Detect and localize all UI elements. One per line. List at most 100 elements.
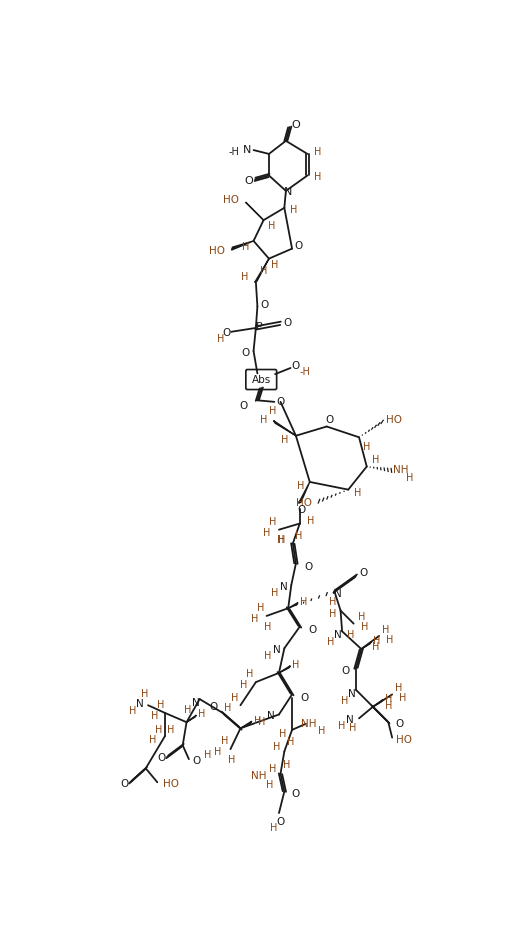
Text: O: O <box>209 701 218 712</box>
Text: H: H <box>399 694 407 703</box>
Text: NH: NH <box>251 772 267 781</box>
Text: H: H <box>266 779 273 790</box>
Text: N: N <box>273 644 280 655</box>
Text: HO: HO <box>163 779 179 789</box>
Text: H: H <box>229 754 236 765</box>
Polygon shape <box>240 721 252 728</box>
Text: H: H <box>184 705 192 715</box>
Text: H: H <box>273 742 280 752</box>
Text: N: N <box>334 630 342 641</box>
Text: H: H <box>271 260 279 270</box>
Text: H: H <box>257 604 264 613</box>
Polygon shape <box>279 666 290 673</box>
Text: N: N <box>333 589 342 600</box>
Text: H: H <box>259 717 266 727</box>
Text: O: O <box>297 506 305 515</box>
Text: O: O <box>242 347 250 358</box>
Text: H: H <box>263 528 270 538</box>
Text: H: H <box>385 701 393 711</box>
Text: H: H <box>358 612 365 623</box>
Text: O: O <box>244 176 253 186</box>
Text: H: H <box>250 614 258 624</box>
Text: H: H <box>231 693 238 702</box>
Text: H: H <box>287 737 294 747</box>
Text: H: H <box>149 735 156 745</box>
Text: HO: HO <box>223 195 239 205</box>
Text: H: H <box>327 637 334 647</box>
Text: H: H <box>283 759 290 770</box>
Text: O: O <box>359 568 368 578</box>
Text: NH: NH <box>301 718 317 729</box>
Polygon shape <box>273 420 296 436</box>
Text: H: H <box>240 680 247 690</box>
Text: O: O <box>395 719 403 730</box>
Text: H: H <box>373 637 380 646</box>
Text: O: O <box>192 755 201 766</box>
Text: H: H <box>157 700 164 710</box>
Text: O: O <box>341 666 349 677</box>
Text: Abs: Abs <box>251 375 271 384</box>
Polygon shape <box>288 603 298 608</box>
Text: H: H <box>307 516 314 526</box>
Text: H: H <box>269 764 276 774</box>
Text: H: H <box>329 597 336 607</box>
Text: N: N <box>243 145 251 155</box>
Text: H: H <box>129 706 136 716</box>
Text: H: H <box>270 824 277 833</box>
Text: O: O <box>326 416 334 425</box>
Text: H: H <box>277 535 284 546</box>
Text: H: H <box>246 669 253 679</box>
Text: H: H <box>204 750 212 759</box>
Text: O: O <box>276 397 285 407</box>
Text: O: O <box>120 779 128 789</box>
Text: O: O <box>294 240 302 251</box>
Text: P: P <box>256 322 262 332</box>
Text: HO: HO <box>209 246 224 256</box>
Text: H: H <box>290 205 297 215</box>
Text: H: H <box>349 722 357 733</box>
FancyBboxPatch shape <box>246 369 277 389</box>
Text: H: H <box>214 747 222 757</box>
Text: O: O <box>292 121 300 130</box>
Text: HO: HO <box>395 735 412 745</box>
Text: H: H <box>372 642 380 653</box>
Text: H: H <box>199 710 206 719</box>
Text: O: O <box>276 817 285 828</box>
Text: H: H <box>329 609 336 620</box>
Text: O: O <box>239 401 248 412</box>
Text: HO: HO <box>386 415 403 424</box>
Text: H: H <box>269 406 276 416</box>
Text: H: H <box>224 703 232 714</box>
Text: H: H <box>241 272 249 282</box>
Text: NH: NH <box>393 465 408 475</box>
Polygon shape <box>232 241 253 251</box>
Text: H: H <box>341 696 348 706</box>
Text: H: H <box>300 597 307 607</box>
Text: O: O <box>300 693 308 702</box>
Text: O: O <box>222 328 231 339</box>
Text: H: H <box>271 587 278 598</box>
Text: N: N <box>348 689 356 698</box>
Text: H: H <box>295 530 303 541</box>
Text: H: H <box>264 651 271 661</box>
Text: -H: -H <box>229 147 240 158</box>
Text: H: H <box>385 694 392 704</box>
Text: H: H <box>260 416 267 425</box>
Text: H: H <box>314 146 321 157</box>
Text: HO: HO <box>296 497 312 508</box>
Text: O: O <box>304 562 313 571</box>
Text: H: H <box>269 517 276 527</box>
Text: H: H <box>253 716 261 726</box>
Polygon shape <box>254 259 269 283</box>
Polygon shape <box>373 699 383 707</box>
Text: O: O <box>284 318 292 328</box>
Text: H: H <box>260 266 267 276</box>
Text: H: H <box>338 721 346 731</box>
Text: O: O <box>291 362 299 371</box>
Text: O: O <box>157 754 165 763</box>
Text: H: H <box>167 725 175 735</box>
Text: H: H <box>361 623 368 632</box>
Text: H: H <box>406 474 413 483</box>
Text: H: H <box>242 242 249 252</box>
Text: H: H <box>372 456 380 465</box>
